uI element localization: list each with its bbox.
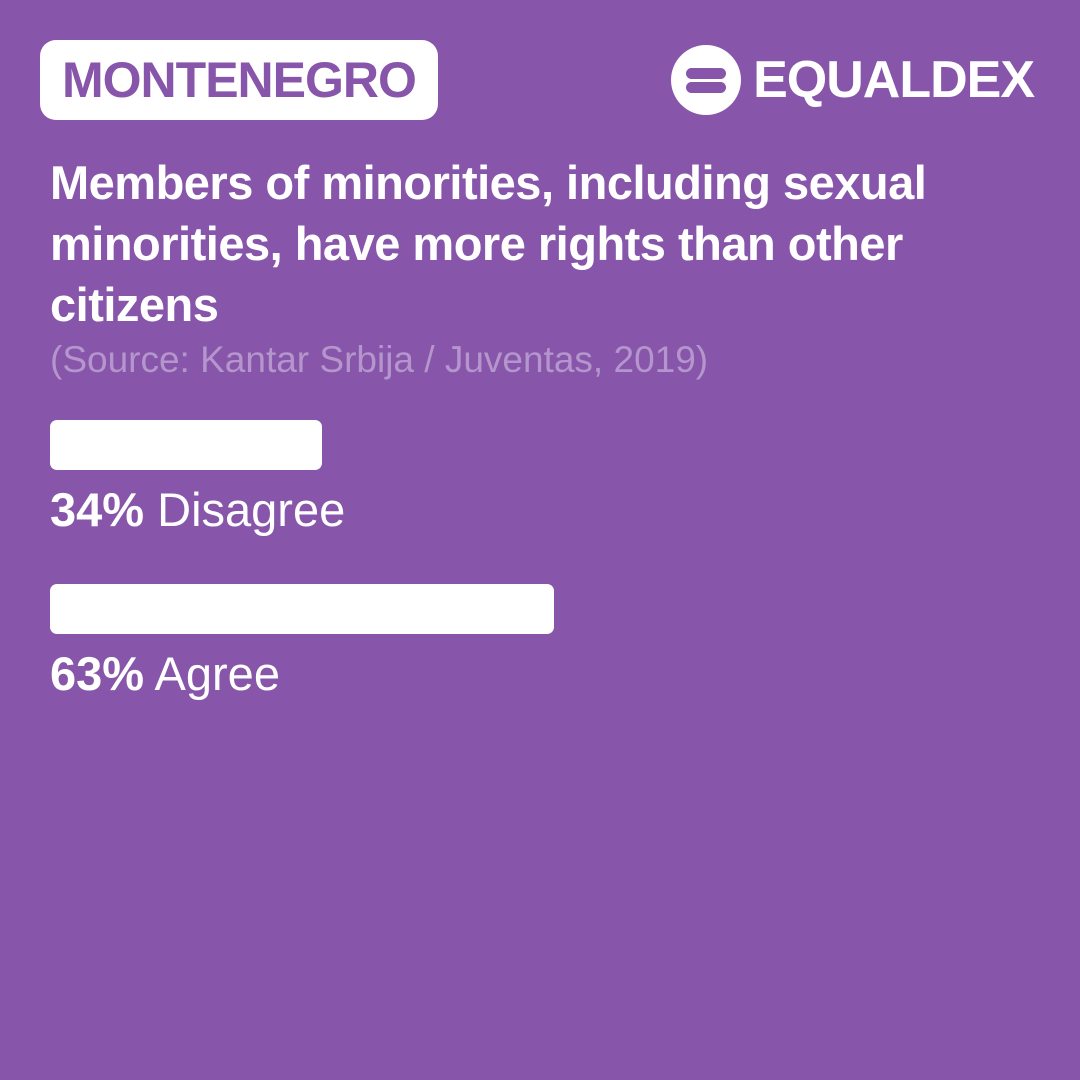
country-badge: MONTENEGRO xyxy=(40,40,438,120)
result-value: 63% xyxy=(50,647,145,700)
result-row-agree: 63% Agree xyxy=(50,584,554,702)
result-label: 34% Disagree xyxy=(50,482,345,538)
result-label: 63% Agree xyxy=(50,646,554,702)
chart-title: Members of minorities, including sexual … xyxy=(50,156,927,331)
brand: EQUALDEX xyxy=(671,44,1035,116)
country-name: MONTENEGRO xyxy=(62,52,417,108)
bar-agree xyxy=(50,584,554,634)
result-category: Agree xyxy=(144,647,280,700)
result-value: 34% xyxy=(50,483,145,536)
result-category: Disagree xyxy=(144,483,346,536)
result-row-disagree: 34% Disagree xyxy=(50,420,345,538)
equaldex-logo-icon xyxy=(671,45,742,115)
bar-disagree xyxy=(50,420,322,470)
chart-source: (Source: Kantar Srbija / Juventas, 2019) xyxy=(50,339,709,380)
brand-name: EQUALDEX xyxy=(753,51,1035,109)
